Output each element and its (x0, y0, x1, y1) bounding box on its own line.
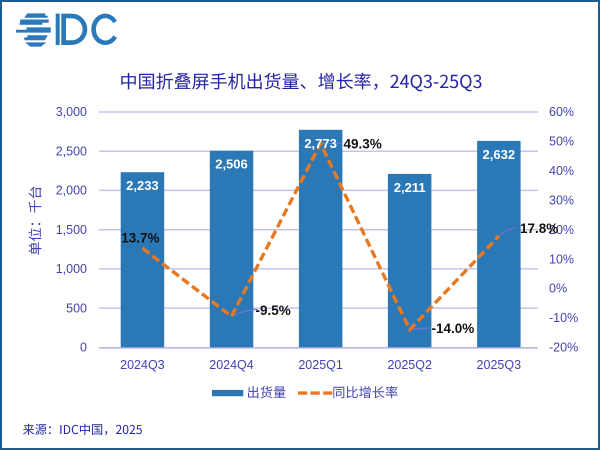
svg-text:60%: 60% (549, 105, 574, 119)
svg-text:-10%: -10% (549, 311, 578, 325)
svg-text:2025Q1: 2025Q1 (298, 358, 343, 372)
svg-text:1,500: 1,500 (56, 223, 87, 237)
svg-text:40%: 40% (549, 164, 574, 178)
svg-text:49.3%: 49.3% (344, 136, 382, 151)
svg-text:2025Q2: 2025Q2 (387, 358, 432, 372)
svg-text:2024Q4: 2024Q4 (209, 358, 254, 372)
svg-text:-14.0%: -14.0% (432, 321, 475, 336)
svg-text:2,500: 2,500 (56, 144, 87, 158)
svg-text:0: 0 (80, 341, 87, 355)
svg-text:-20%: -20% (549, 341, 578, 355)
svg-text:2024Q3: 2024Q3 (120, 358, 165, 372)
svg-text:17.8%: 17.8% (520, 221, 558, 236)
svg-text:2,632: 2,632 (483, 147, 516, 162)
svg-text:20%: 20% (549, 223, 574, 237)
svg-text:30%: 30% (549, 193, 574, 207)
svg-text:13.7%: 13.7% (121, 231, 159, 246)
svg-text:1,000: 1,000 (56, 262, 87, 276)
svg-text:50%: 50% (549, 135, 574, 149)
svg-text:2,773: 2,773 (304, 136, 337, 151)
svg-text:2,233: 2,233 (126, 178, 159, 193)
svg-text:0%: 0% (549, 282, 567, 296)
svg-text:2,211: 2,211 (394, 180, 426, 195)
svg-text:3,000: 3,000 (56, 105, 87, 119)
svg-text:-9.5%: -9.5% (256, 303, 291, 318)
svg-text:2,506: 2,506 (215, 157, 248, 172)
svg-text:500: 500 (66, 301, 87, 315)
svg-text:2,000: 2,000 (56, 184, 87, 198)
svg-text:2025Q3: 2025Q3 (477, 358, 522, 372)
svg-text:10%: 10% (549, 252, 574, 266)
